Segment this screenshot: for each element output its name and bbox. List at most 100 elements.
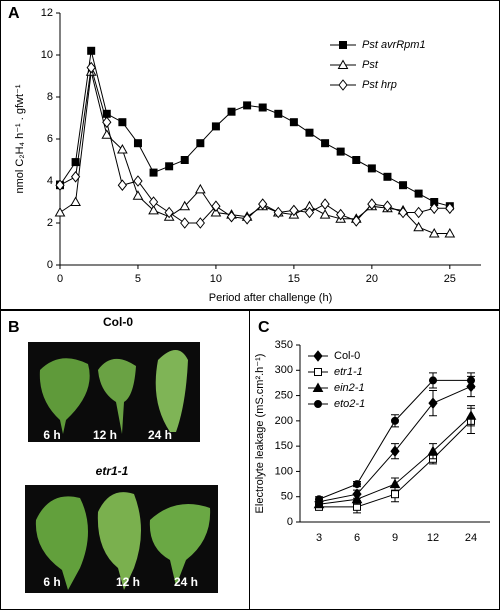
point <box>133 139 142 148</box>
point <box>429 376 437 385</box>
point <box>413 206 424 219</box>
point <box>194 183 206 194</box>
photo-col0 <box>28 342 200 442</box>
point <box>398 206 408 219</box>
photo-etr1 <box>25 485 218 593</box>
point <box>313 498 325 509</box>
legend-label: eto2-1 <box>334 398 365 410</box>
panel-label: C <box>258 319 270 336</box>
point <box>336 208 346 221</box>
y-tick-label: 250 <box>275 389 293 401</box>
photo-time: 24 h <box>148 428 172 442</box>
legend-label: ein2-1 <box>334 382 365 394</box>
panel-label: A <box>8 5 20 22</box>
point <box>321 139 330 148</box>
point <box>180 156 189 164</box>
point <box>367 164 376 173</box>
point <box>148 204 159 215</box>
photo-time: 12 h <box>116 575 140 589</box>
y-axis-label: nmol C₂H₄ h⁻¹ . gfwt⁻¹ <box>14 84 26 193</box>
photo-time: 6 h <box>43 575 60 589</box>
y-tick-label: 350 <box>275 339 293 351</box>
point <box>274 109 283 118</box>
point <box>54 206 66 217</box>
point <box>383 172 392 181</box>
x-tick-label: 9 <box>392 532 398 544</box>
legend-marker <box>339 41 347 49</box>
y-axis-label: Electrolyte leakage (mS.cm².h⁻¹) <box>254 354 266 514</box>
panel-label: B <box>8 319 20 336</box>
point <box>320 198 330 210</box>
point <box>87 46 96 55</box>
point <box>414 189 423 198</box>
point <box>102 116 112 129</box>
x-tick-label: 6 <box>354 532 360 544</box>
point <box>273 206 283 219</box>
y-tick-label: 0 <box>287 516 293 528</box>
point <box>467 376 475 385</box>
point <box>315 495 323 504</box>
legend-marker <box>314 400 322 408</box>
x-tick-label: 20 <box>366 273 378 285</box>
point <box>258 198 268 210</box>
point <box>289 204 299 217</box>
legend-marker <box>312 382 324 392</box>
x-tick-label: 24 <box>465 532 477 544</box>
point <box>243 101 252 110</box>
point <box>195 217 205 229</box>
legend-label: Pst avrRpm1 <box>362 39 426 51</box>
point <box>445 202 455 215</box>
point <box>353 480 361 489</box>
point <box>211 122 220 131</box>
point <box>227 107 236 116</box>
point <box>444 227 456 238</box>
point <box>413 221 424 232</box>
point <box>132 190 144 200</box>
x-tick-label: 15 <box>288 273 300 285</box>
x-tick-label: 25 <box>444 273 456 285</box>
legend-label: Pst <box>362 59 379 71</box>
point <box>465 410 477 420</box>
point <box>117 179 128 192</box>
point <box>86 61 96 74</box>
legend-marker <box>313 350 323 362</box>
point <box>389 478 401 489</box>
point <box>149 168 158 177</box>
point <box>428 227 440 238</box>
y-tick-label: 150 <box>275 440 293 452</box>
point <box>391 490 399 499</box>
point <box>165 162 174 171</box>
point <box>304 206 315 219</box>
point <box>428 397 438 409</box>
y-tick-label: 12 <box>41 7 53 19</box>
point <box>118 118 127 127</box>
point <box>179 200 191 211</box>
photo-title: Col-0 <box>103 315 133 329</box>
legend-label: etr1-1 <box>334 366 363 378</box>
point <box>226 210 237 223</box>
legend-marker <box>338 79 348 91</box>
point <box>351 215 361 227</box>
point <box>101 129 113 139</box>
x-tick-label: 5 <box>135 273 141 285</box>
point <box>352 156 361 164</box>
point <box>258 103 267 112</box>
y-tick-label: 100 <box>275 465 293 477</box>
photo-time: 24 h <box>174 575 198 589</box>
y-tick-label: 10 <box>41 49 53 61</box>
point <box>55 179 65 192</box>
y-tick-label: 4 <box>47 175 53 187</box>
point <box>351 493 363 504</box>
y-tick-label: 200 <box>275 415 293 427</box>
point <box>70 170 81 183</box>
photo-time: 12 h <box>93 428 117 442</box>
point <box>117 143 128 154</box>
point <box>211 200 221 213</box>
point <box>180 217 190 229</box>
x-tick-label: 3 <box>316 532 322 544</box>
panel-c-border <box>249 310 500 610</box>
point <box>427 445 439 456</box>
point <box>289 118 298 127</box>
point <box>391 416 399 425</box>
series-line <box>59 50 450 207</box>
